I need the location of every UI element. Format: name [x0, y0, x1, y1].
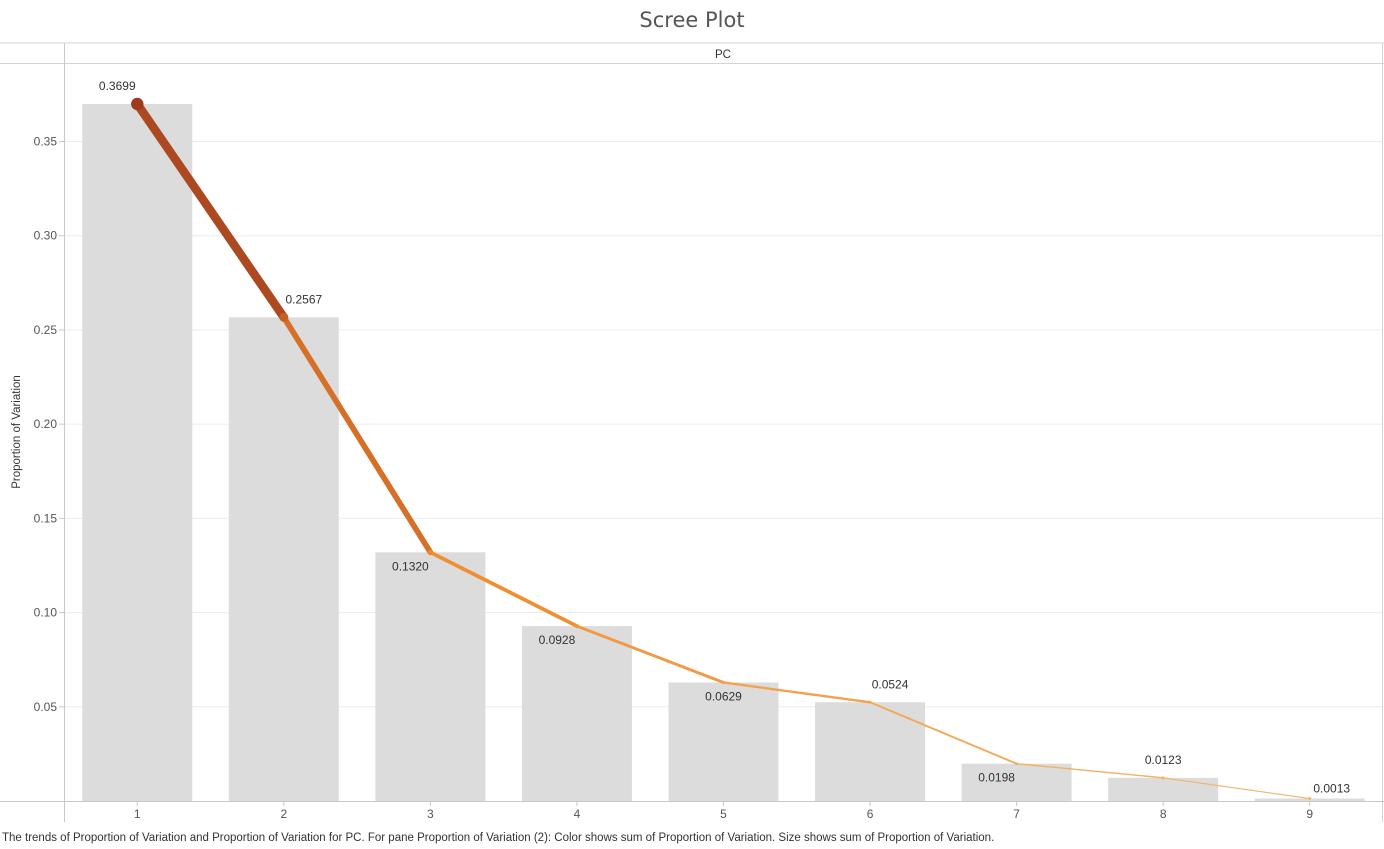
trend-point [721, 680, 726, 685]
x-axis-ticks: 1 2 3 4 5 6 7 8 9 [134, 801, 1313, 821]
bar [82, 104, 193, 802]
data-label: 0.0928 [539, 633, 576, 647]
y-tick-label: 0.10 [34, 606, 58, 620]
chart-frame: PC Proportion of Variation [0, 42, 1384, 822]
trend-segment [575, 624, 725, 684]
x-tick-label: 3 [427, 807, 434, 821]
data-label: 0.0524 [872, 677, 909, 691]
trend-point [1015, 762, 1019, 766]
bars [82, 104, 1365, 802]
y-tick-label: 0.25 [34, 323, 58, 337]
trend-point [279, 312, 289, 322]
x-tick-label: 2 [280, 807, 287, 821]
trend-point [1308, 797, 1312, 801]
y-tick-label: 0.20 [34, 417, 58, 431]
chart-caption: The trends of Proportion of Variation an… [2, 832, 995, 844]
bar [668, 682, 779, 801]
trend-line [132, 99, 1311, 800]
trend-point [1161, 776, 1165, 780]
data-label: 0.2567 [285, 292, 322, 306]
bar [228, 317, 339, 801]
x-tick-label: 7 [1013, 807, 1020, 821]
data-label: 0.0629 [705, 689, 742, 703]
trend-segment [280, 314, 434, 556]
bar [961, 763, 1072, 801]
trend-segment [1015, 762, 1164, 779]
trend-point [574, 624, 579, 629]
trend-point [868, 700, 872, 704]
y-axis-ticks: 0.05 0.10 0.15 0.20 0.25 0.30 0.35 [34, 135, 64, 714]
data-label: 0.0013 [1313, 782, 1350, 796]
bar [1108, 777, 1219, 801]
trend-segment [132, 99, 289, 322]
data-label: 0.0123 [1145, 753, 1182, 767]
trend-points [131, 97, 1312, 801]
y-tick-label: 0.15 [34, 511, 58, 525]
y-tick-label: 0.05 [34, 700, 58, 714]
x-tick-label: 4 [574, 807, 581, 821]
scree-plot-chart: PC Proportion of Variation 0.050.100.150… [0, 42, 1384, 822]
y-axis-title: Proportion of Variation [11, 375, 23, 489]
y-tick-label: 0.35 [34, 135, 58, 149]
column-header-pc: PC [715, 49, 731, 61]
x-tick-label: 5 [720, 807, 727, 821]
data-label: 0.1320 [392, 559, 429, 573]
x-tick-label: 9 [1306, 807, 1313, 821]
x-tick-label: 1 [134, 807, 141, 821]
bar [521, 626, 632, 801]
trend-point [131, 97, 144, 111]
data-label: 0.0198 [978, 771, 1015, 785]
bar [815, 702, 926, 801]
x-tick-label: 6 [867, 807, 874, 821]
trend-point [427, 549, 434, 555]
trend-segment [1162, 777, 1311, 800]
trend-segment [869, 701, 1018, 765]
chart-title: Scree Plot [639, 8, 745, 32]
trend-segment [722, 681, 872, 704]
trend-segment [428, 550, 579, 629]
data-labels: 0.3699 0.2567 0.1320 0.0928 0.0629 0.0524 0.01… [99, 79, 1350, 796]
x-tick-label: 8 [1160, 807, 1167, 821]
bar [375, 552, 486, 801]
y-tick-label: 0.30 [34, 229, 58, 243]
data-label: 0.3699 [99, 79, 136, 93]
